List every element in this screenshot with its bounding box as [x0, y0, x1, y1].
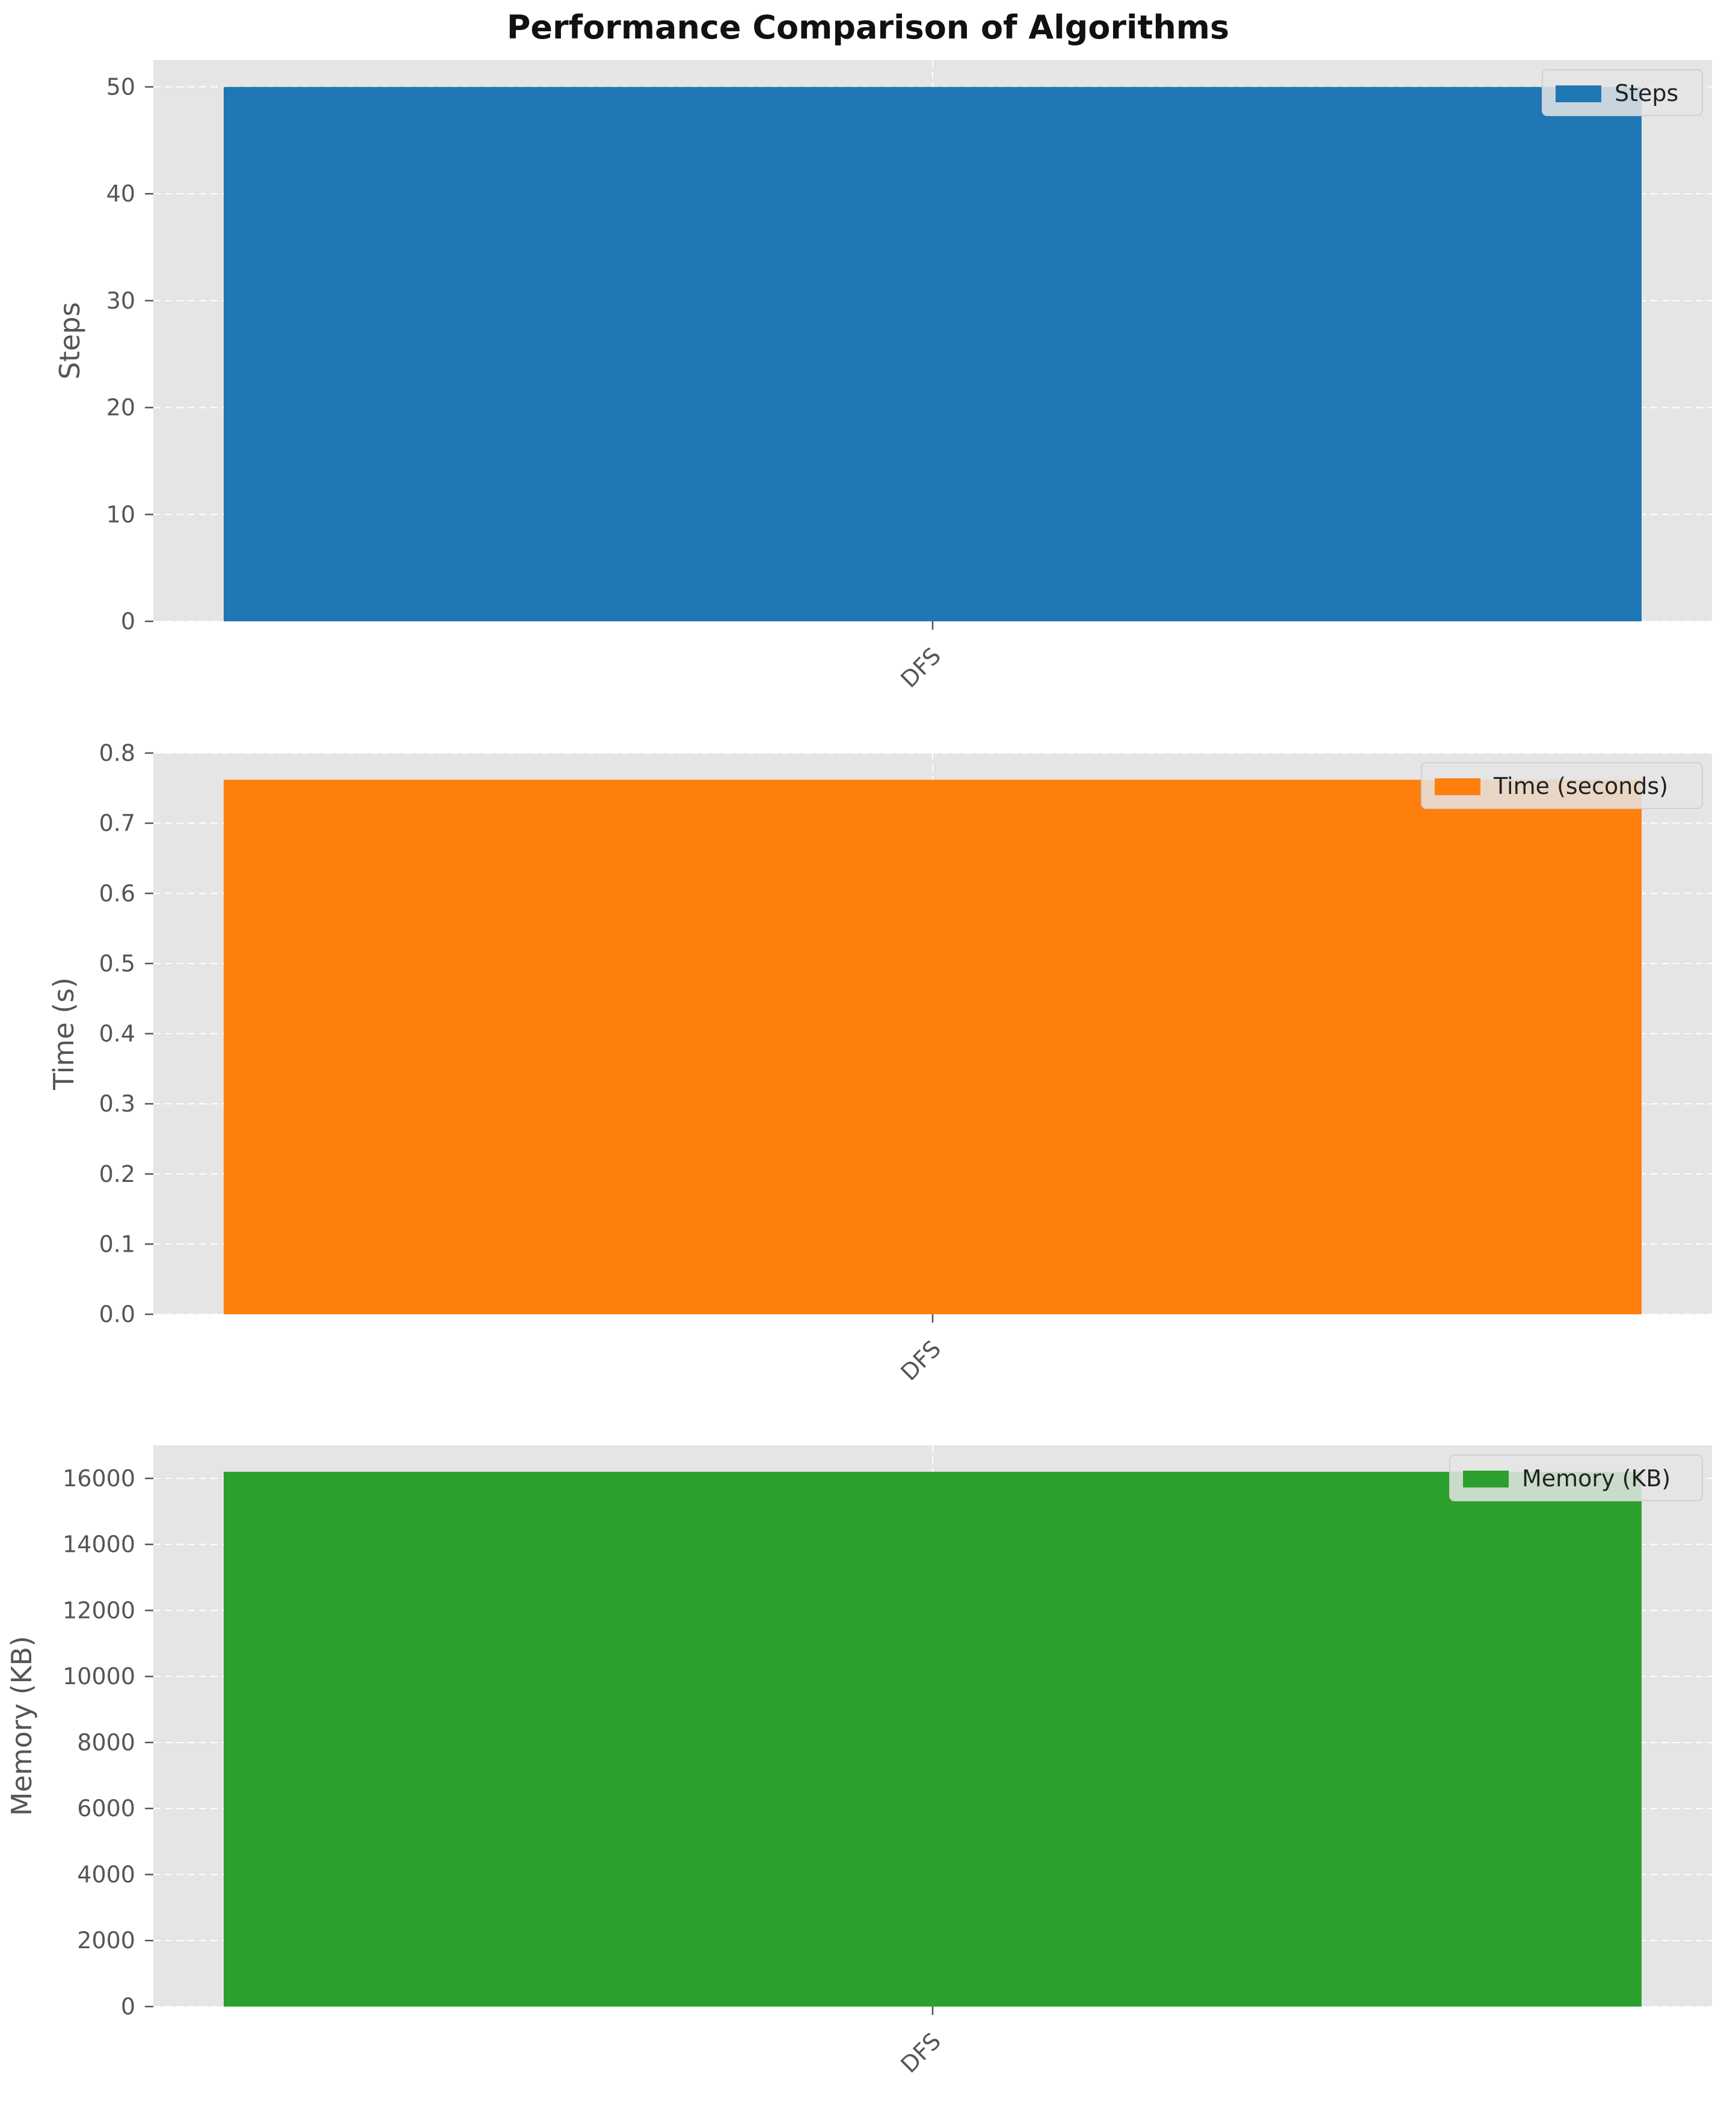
bar: [224, 780, 1642, 1314]
y-tick-label: 0: [121, 1993, 135, 2020]
legend: Steps: [1542, 69, 1703, 116]
x-tick-label: DFS: [895, 1335, 946, 1386]
bar: [224, 87, 1642, 621]
x-tick-label: DFS: [895, 642, 946, 693]
y-axis-label: Memory (KB): [5, 1636, 38, 1816]
y-tick-label: 2000: [77, 1927, 135, 1954]
legend-swatch: [1463, 1471, 1509, 1487]
y-tick-label: 50: [106, 73, 135, 100]
legend-box: [1449, 1454, 1703, 1501]
y-tick-label: 40: [106, 180, 135, 207]
y-tick-label: 0.2: [99, 1161, 135, 1187]
steps-panel: 0 10 20 30 40 50 DFS Steps Steps: [54, 60, 1712, 693]
y-tick-label: 0.6: [99, 880, 135, 906]
y-tick-label: 0.3: [99, 1090, 135, 1117]
y-tick-label: 0.0: [99, 1301, 135, 1327]
y-tick-label: 0: [121, 608, 135, 635]
y-tick-label: 14000: [63, 1531, 135, 1558]
y-axis-label: Steps: [54, 302, 86, 380]
y-tick-label: 6000: [77, 1795, 135, 1822]
legend-label: Memory (KB): [1522, 1465, 1670, 1492]
memory-panel: 0 2000 4000 6000 8000 10000 12000 14000 16000 DFS…: [5, 1445, 1712, 2078]
y-axis-label: Time (s): [48, 977, 80, 1090]
y-tick-label: 10000: [63, 1663, 135, 1690]
y-tick-label: 12000: [63, 1597, 135, 1623]
y-tick-label: 0.5: [99, 950, 135, 977]
y-tick-label: 0.1: [99, 1231, 135, 1257]
legend-box: [1542, 69, 1703, 116]
x-tick-label: DFS: [895, 2028, 946, 2078]
y-tick-label: 4000: [77, 1861, 135, 1887]
legend-swatch: [1435, 778, 1480, 795]
y-tick-label: 16000: [63, 1465, 135, 1492]
legend-swatch: [1556, 85, 1601, 102]
legend: Memory (KB): [1449, 1454, 1703, 1501]
time-panel: 0.0 0.1 0.2 0.3 0.4 0.5 0.6 0.7 0.8 DFS Time (s) Ti…: [48, 740, 1712, 1386]
legend-label: Time (seconds): [1493, 773, 1668, 799]
y-tick-label: 0.4: [99, 1021, 135, 1047]
legend-label: Steps: [1615, 80, 1678, 106]
y-tick-label: 30: [106, 288, 135, 314]
y-tick-label: 0.7: [99, 810, 135, 837]
legend-box: [1421, 762, 1703, 809]
y-tick-label: 8000: [77, 1729, 135, 1756]
figure-title: Performance Comparison of Algorithms: [506, 8, 1230, 46]
legend: Time (seconds): [1421, 762, 1703, 809]
y-tick-label: 0.8: [99, 740, 135, 766]
y-tick-label: 20: [106, 395, 135, 421]
y-tick-label: 10: [106, 501, 135, 528]
bar: [224, 1471, 1642, 2007]
